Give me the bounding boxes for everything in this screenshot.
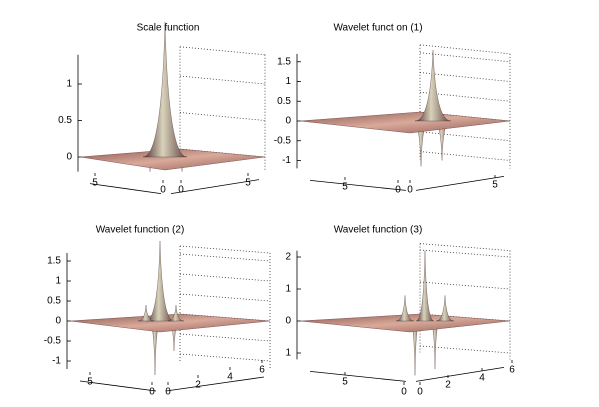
surface-plane <box>299 313 511 333</box>
x-tick-label: 4 <box>227 372 233 383</box>
x-axis <box>415 367 505 382</box>
x-tick-label: 4 <box>479 373 485 384</box>
z-tick-label: 1 <box>285 348 291 359</box>
y-tick-label: 5 <box>342 182 348 193</box>
grid-line <box>179 273 271 282</box>
grid-line <box>179 112 266 121</box>
y-tick-label: 0 <box>149 387 155 398</box>
x-tick-label: 6 <box>509 365 515 376</box>
y-tick-label: 5 <box>87 377 93 388</box>
surface-peak <box>435 295 455 322</box>
z-tick-label: 0 <box>55 316 61 327</box>
surface-peak <box>414 49 452 122</box>
z-tick-label: 1 <box>66 79 72 90</box>
grid-line <box>179 253 271 262</box>
grid-line <box>419 151 511 161</box>
surface-plane <box>299 111 511 134</box>
box-edge <box>419 243 511 251</box>
grid-line <box>419 52 511 63</box>
chart-title: Scale function <box>137 23 200 34</box>
z-tick-label: -1 <box>52 356 61 367</box>
grid-line <box>419 345 511 354</box>
grid-line <box>179 293 271 302</box>
surface-peak <box>145 240 175 322</box>
y-axis <box>309 180 407 191</box>
z-tick-label: 0 <box>285 116 291 127</box>
z-tick-label: -1 <box>282 155 291 166</box>
surface-plane <box>79 148 266 171</box>
x-axis <box>165 376 265 392</box>
z-tick-label: 0.5 <box>58 115 72 126</box>
y-tick-label: 5 <box>92 178 98 189</box>
x-tick-label: 5 <box>492 180 498 191</box>
surface-peak <box>395 295 415 322</box>
x-tick-label: 2 <box>195 380 201 391</box>
grid-line <box>179 333 271 342</box>
z-tick-label: 0 <box>66 152 72 163</box>
y-axis <box>309 371 407 382</box>
x-axis <box>170 179 260 194</box>
surface-peak <box>167 304 185 322</box>
x-tick-label: 5 <box>245 178 251 189</box>
x-tick-label: 2 <box>445 380 451 391</box>
z-tick-label: -0.5 <box>274 135 292 146</box>
surface-peak <box>137 304 155 322</box>
x-tick-label: 0 <box>165 387 171 398</box>
surface-peak <box>415 250 435 322</box>
box-edge <box>179 245 271 254</box>
x-tick-label: 6 <box>259 365 265 376</box>
y-tick-label: 0 <box>395 185 401 196</box>
z-tick-label: 1.5 <box>277 56 291 67</box>
y-axis <box>79 380 157 392</box>
chart-title: Wavelet funct on (1) <box>333 23 422 34</box>
y-tick-label: 0 <box>401 387 407 398</box>
x-tick-label: 0 <box>407 185 413 196</box>
y-axis <box>89 183 162 194</box>
grid-line <box>419 72 511 82</box>
y-tick-label: 5 <box>342 377 348 388</box>
y-tick-label: 0 <box>160 185 166 196</box>
x-axis <box>415 176 505 191</box>
grid-line <box>179 353 271 362</box>
z-tick-label: 2 <box>285 252 291 263</box>
z-tick-label: 1 <box>285 76 291 87</box>
surface-plane <box>69 313 271 333</box>
z-tick-label: 1 <box>285 284 291 295</box>
grid-line <box>419 281 511 290</box>
z-tick-label: 0.5 <box>277 96 291 107</box>
box-edge <box>419 44 511 55</box>
z-tick-label: 1.5 <box>47 256 61 267</box>
z-tick-label: 0.5 <box>47 296 61 307</box>
x-tick-label: 0 <box>417 387 423 398</box>
z-tick-label: 0 <box>285 316 291 327</box>
x-tick-label: 0 <box>178 185 184 196</box>
z-tick-label: 1 <box>55 276 61 287</box>
box-edge <box>179 46 266 56</box>
grid-line <box>419 249 511 258</box>
grid-line <box>419 131 511 142</box>
chart-title: Wavelet function (2) <box>96 225 185 236</box>
chart-title: Wavelet function (3) <box>334 225 423 236</box>
surface-peak <box>142 21 188 158</box>
z-tick-label: -0.5 <box>44 336 62 347</box>
grid-line <box>179 75 266 85</box>
